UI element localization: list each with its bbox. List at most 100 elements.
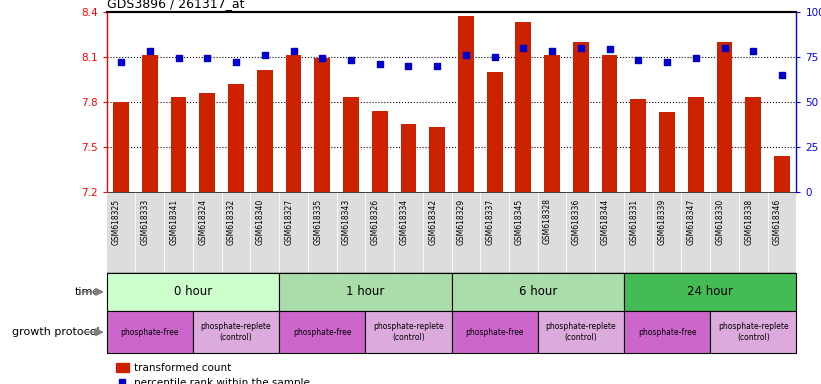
Bar	[745, 97, 761, 192]
Point	[747, 48, 760, 54]
Bar	[487, 72, 502, 192]
Point	[661, 59, 674, 65]
Text: growth protocol: growth protocol	[12, 327, 100, 337]
Text: time: time	[75, 287, 100, 297]
Bar	[538, 311, 624, 353]
Point	[718, 45, 732, 51]
Text: GSM618328: GSM618328	[544, 199, 552, 245]
Bar	[688, 97, 704, 192]
Point	[575, 45, 588, 51]
Point	[287, 48, 300, 54]
Point	[201, 55, 214, 61]
Text: 6 hour: 6 hour	[519, 285, 557, 298]
Text: GSM618335: GSM618335	[314, 199, 323, 245]
Bar	[774, 156, 790, 192]
Bar	[279, 273, 452, 311]
Text: 24 hour: 24 hour	[687, 285, 733, 298]
Point	[690, 55, 703, 61]
Text: 1 hour: 1 hour	[346, 285, 384, 298]
Bar	[452, 311, 538, 353]
Bar	[228, 84, 244, 192]
Text: GSM618337: GSM618337	[486, 199, 494, 245]
Text: GSM618347: GSM618347	[687, 199, 696, 245]
Point	[603, 46, 617, 53]
Bar	[142, 55, 158, 192]
Text: GSM618343: GSM618343	[342, 199, 351, 245]
Bar	[602, 55, 617, 192]
Text: GSM618331: GSM618331	[630, 199, 639, 245]
Text: phosphate-free: phosphate-free	[293, 328, 351, 337]
Text: GSM618340: GSM618340	[256, 199, 264, 245]
Bar	[516, 22, 531, 192]
Point	[374, 61, 387, 67]
Bar	[372, 111, 388, 192]
Point	[460, 52, 473, 58]
Bar	[458, 16, 474, 192]
Point	[632, 57, 645, 63]
Text: GSM618345: GSM618345	[515, 199, 524, 245]
Point	[345, 57, 358, 63]
Text: GSM618334: GSM618334	[400, 199, 409, 245]
Text: phosphate-replete
(control): phosphate-replete (control)	[373, 323, 444, 342]
Text: GSM618324: GSM618324	[199, 199, 208, 245]
Text: GSM618346: GSM618346	[773, 199, 782, 245]
Bar	[429, 127, 445, 192]
Point	[258, 52, 271, 58]
Bar	[365, 311, 452, 353]
Text: GSM618344: GSM618344	[601, 199, 609, 245]
Bar	[314, 58, 330, 192]
Text: phosphate-replete
(control): phosphate-replete (control)	[718, 323, 789, 342]
Text: GSM618327: GSM618327	[285, 199, 294, 245]
Text: GDS3896 / 261317_at: GDS3896 / 261317_at	[107, 0, 244, 10]
Bar	[171, 97, 186, 192]
Bar	[452, 273, 624, 311]
Bar	[717, 41, 732, 192]
Point	[230, 59, 243, 65]
Point	[172, 55, 186, 61]
Text: GSM618325: GSM618325	[112, 199, 122, 245]
Point	[144, 48, 157, 54]
Point	[546, 48, 559, 54]
Bar	[573, 41, 589, 192]
Text: phosphate-replete
(control): phosphate-replete (control)	[545, 323, 617, 342]
Text: GSM618333: GSM618333	[141, 199, 150, 245]
Bar	[279, 311, 365, 353]
Bar	[659, 112, 675, 192]
Bar	[257, 70, 273, 192]
Text: GSM618338: GSM618338	[745, 199, 754, 245]
Bar	[631, 99, 646, 192]
Bar	[286, 55, 301, 192]
Bar	[624, 311, 710, 353]
Bar	[107, 311, 193, 353]
Bar	[401, 124, 416, 192]
Text: GSM618330: GSM618330	[716, 199, 724, 245]
Text: phosphate-free: phosphate-free	[121, 328, 179, 337]
Text: GSM618342: GSM618342	[429, 199, 438, 245]
Bar	[200, 93, 215, 192]
Text: GSM618341: GSM618341	[170, 199, 179, 245]
Point	[316, 55, 329, 61]
Bar	[710, 311, 796, 353]
Point	[115, 59, 128, 65]
Text: GSM618332: GSM618332	[227, 199, 236, 245]
Bar	[107, 273, 279, 311]
Bar	[113, 102, 129, 192]
Text: GSM618339: GSM618339	[658, 199, 667, 245]
Bar	[343, 97, 359, 192]
Legend: transformed count, percentile rank within the sample: transformed count, percentile rank withi…	[112, 359, 314, 384]
Text: GSM618336: GSM618336	[572, 199, 581, 245]
Point	[776, 72, 789, 78]
Point	[402, 63, 415, 69]
Point	[488, 54, 501, 60]
Text: phosphate-free: phosphate-free	[466, 328, 524, 337]
Bar	[544, 55, 560, 192]
Text: phosphate-replete
(control): phosphate-replete (control)	[200, 323, 272, 342]
Bar	[624, 273, 796, 311]
Point	[517, 45, 530, 51]
Bar	[193, 311, 279, 353]
Point	[431, 63, 444, 69]
Text: GSM618326: GSM618326	[371, 199, 379, 245]
Text: 0 hour: 0 hour	[174, 285, 212, 298]
Text: GSM618329: GSM618329	[457, 199, 466, 245]
Text: phosphate-free: phosphate-free	[638, 328, 696, 337]
